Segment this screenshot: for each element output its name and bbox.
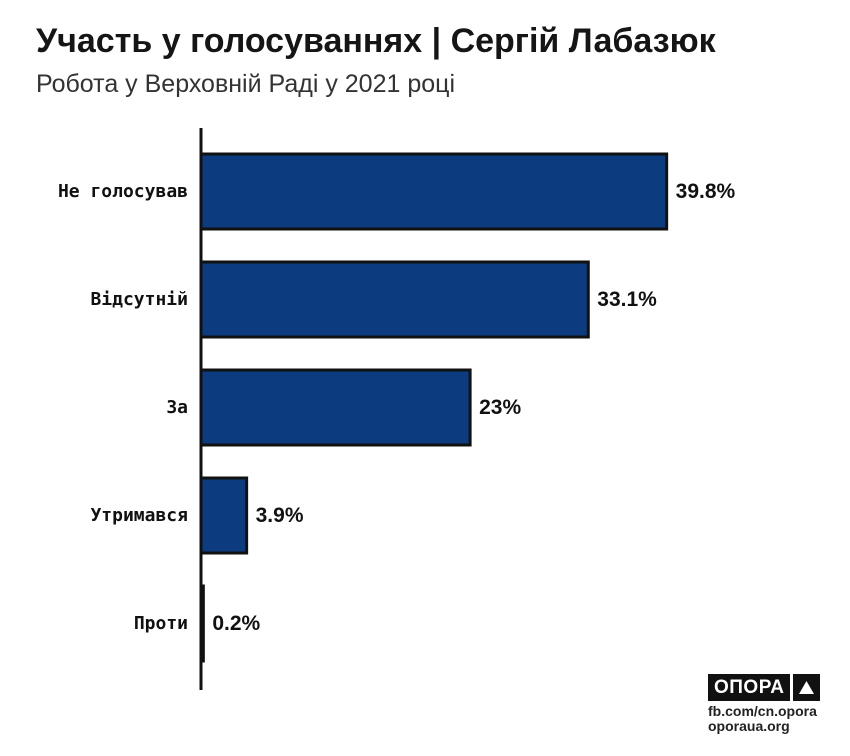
value-label-2: 33.1% — [597, 288, 657, 311]
value-label-3: 23% — [479, 396, 521, 419]
value-label-5: 0.2% — [212, 612, 260, 635]
footer-links: fb.com/cn.opora oporaua.org — [708, 704, 817, 734]
chart-title: Участь у голосуваннях | Сергій Лабазюк — [36, 22, 716, 60]
opora-logo: ОПОРА — [708, 674, 821, 701]
value-label-1: 39.8% — [676, 180, 736, 203]
category-label-5: Проти — [134, 613, 188, 634]
category-label-2: Відсутній — [90, 289, 188, 310]
category-label-4: Утримався — [90, 505, 188, 526]
bar-2 — [199, 260, 590, 339]
logo-text: ОПОРА — [708, 674, 791, 701]
value-label-4: 3.9% — [256, 504, 304, 527]
category-label-1: Не голосував — [58, 181, 188, 202]
triangle-up-icon — [793, 674, 821, 701]
bar-1 — [199, 152, 669, 231]
bar-3 — [199, 368, 472, 447]
footer-link-website[interactable]: oporaua.org — [708, 718, 790, 734]
bar-4 — [199, 476, 249, 555]
category-label-3: За — [166, 397, 188, 418]
chart-subtitle: Робота у Верховній Раді у 2021 році — [36, 70, 456, 98]
footer-link-facebook[interactable]: fb.com/cn.opora — [708, 703, 817, 719]
